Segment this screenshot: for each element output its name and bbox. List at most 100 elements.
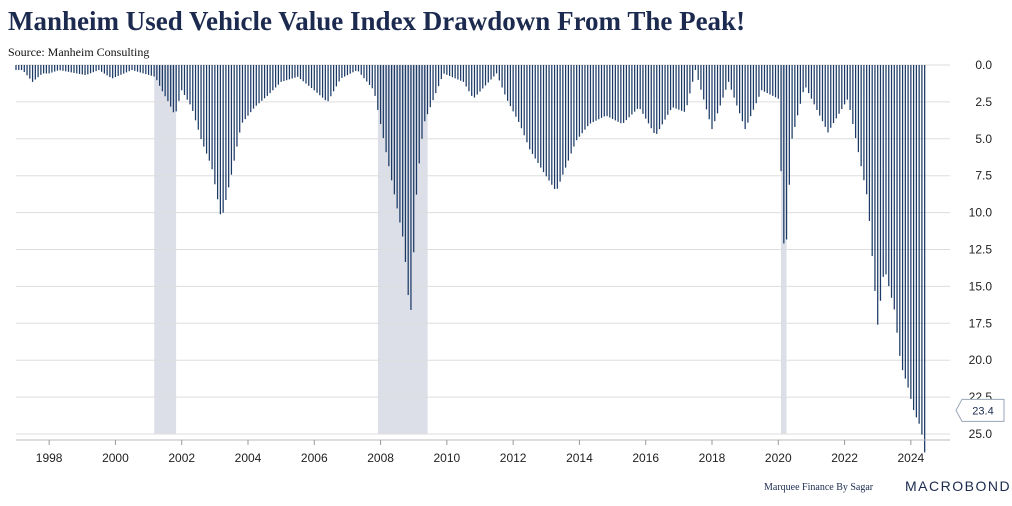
drawdown-bar xyxy=(37,65,39,78)
drawdown-bar xyxy=(852,65,854,125)
drawdown-bar xyxy=(448,65,451,77)
drawdown-bar xyxy=(432,65,434,101)
drawdown-bar xyxy=(56,65,59,71)
drawdown-bar xyxy=(390,65,393,181)
drawdown-bar xyxy=(59,65,61,71)
drawdown-bar xyxy=(893,65,895,310)
drawdown-bar xyxy=(523,65,525,136)
drawdown-bar xyxy=(838,65,840,114)
drawdown-bar xyxy=(465,65,467,87)
drawdown-bar xyxy=(203,65,205,147)
drawdown-bar xyxy=(181,65,183,91)
drawdown-bar xyxy=(642,65,644,114)
drawdown-bar xyxy=(763,65,766,92)
drawdown-bar xyxy=(885,65,887,275)
drawdown-bar xyxy=(606,65,608,117)
drawdown-bar xyxy=(473,65,476,98)
drawdown-bar xyxy=(156,65,158,81)
drawdown-bar xyxy=(321,65,324,98)
x-tick-label: 2012 xyxy=(500,451,527,465)
drawdown-bar xyxy=(294,65,296,78)
drawdown-bar xyxy=(567,65,570,161)
drawdown-bar xyxy=(912,65,915,411)
drawdown-bar xyxy=(78,65,81,74)
drawdown-bar xyxy=(578,65,581,137)
drawdown-bar xyxy=(15,65,17,71)
y-tick-label: 2.5 xyxy=(975,95,992,109)
drawdown-bar xyxy=(609,65,611,118)
drawdown-bar xyxy=(796,65,799,116)
drawdown-bar xyxy=(733,65,735,98)
drawdown-bar xyxy=(233,65,235,161)
drawdown-bar xyxy=(192,65,194,111)
x-tick-label: 2020 xyxy=(765,451,792,465)
drawdown-bar xyxy=(172,65,175,113)
drawdown-bar xyxy=(879,65,882,301)
drawdown-bar xyxy=(658,65,661,130)
drawdown-bar xyxy=(647,65,650,124)
drawdown-bar xyxy=(686,65,688,106)
drawdown-bar xyxy=(280,65,282,82)
drawdown-bar xyxy=(791,65,793,139)
drawdown-bar xyxy=(667,65,669,115)
drawdown-bar xyxy=(112,65,114,79)
drawdown-bar xyxy=(755,65,757,104)
last-value-box xyxy=(955,398,1005,422)
drawdown-bar xyxy=(808,65,810,94)
drawdown-bar xyxy=(440,65,442,80)
drawdown-bar xyxy=(429,65,431,108)
drawdown-bar xyxy=(269,65,271,94)
drawdown-bar xyxy=(564,65,567,168)
drawdown-bar xyxy=(584,65,586,130)
drawdown-bar xyxy=(377,65,379,110)
drawdown-bar xyxy=(214,65,216,185)
drawdown-bar xyxy=(98,65,100,71)
drawdown-bar xyxy=(330,65,332,97)
drawdown-bar xyxy=(426,65,429,115)
drawdown-bar xyxy=(603,65,605,117)
drawdown-bar xyxy=(531,65,534,154)
drawdown-bar xyxy=(738,65,741,114)
drawdown-bar xyxy=(178,65,180,101)
drawdown-bar xyxy=(189,65,191,105)
drawdown-bar xyxy=(683,65,686,112)
drawdown-bar xyxy=(907,65,909,388)
drawdown-bar xyxy=(772,65,774,96)
drawdown-bar xyxy=(451,65,454,78)
drawdown-bar xyxy=(675,65,677,109)
drawdown-bar xyxy=(263,65,266,99)
drawdown-bar xyxy=(399,65,401,223)
drawdown-bar xyxy=(553,65,556,189)
drawdown-bar xyxy=(244,65,246,120)
drawdown-bar xyxy=(915,65,918,418)
drawdown-bar xyxy=(540,65,542,168)
drawdown-bar xyxy=(18,65,20,71)
drawdown-bar xyxy=(716,65,719,114)
drawdown-bar xyxy=(783,65,785,244)
drawdown-bar xyxy=(694,65,697,71)
drawdown-bar xyxy=(777,65,779,99)
drawdown-bar xyxy=(338,65,340,82)
drawdown-bar xyxy=(490,65,492,80)
drawdown-bar xyxy=(802,65,804,93)
drawdown-bar xyxy=(708,65,710,120)
y-tick-label: 0.0 xyxy=(975,58,992,72)
drawdown-bar xyxy=(520,65,523,129)
drawdown-bar xyxy=(136,65,139,72)
drawdown-bar xyxy=(225,65,227,201)
drawdown-bar xyxy=(216,65,219,200)
drawdown-bar xyxy=(404,65,407,262)
drawdown-bar xyxy=(741,65,744,122)
drawdown-bar xyxy=(437,65,440,87)
drawdown-bar xyxy=(705,65,708,110)
drawdown-bar xyxy=(208,65,210,161)
drawdown-bar xyxy=(34,65,36,80)
drawdown-bar xyxy=(625,65,628,121)
drawdown-bar xyxy=(495,65,498,74)
drawdown-bar xyxy=(170,65,172,107)
drawdown-bar xyxy=(719,65,721,106)
drawdown-bar xyxy=(542,65,545,173)
drawdown-bar xyxy=(512,65,514,112)
drawdown-bar xyxy=(352,65,354,73)
drawdown-bar xyxy=(460,65,462,81)
